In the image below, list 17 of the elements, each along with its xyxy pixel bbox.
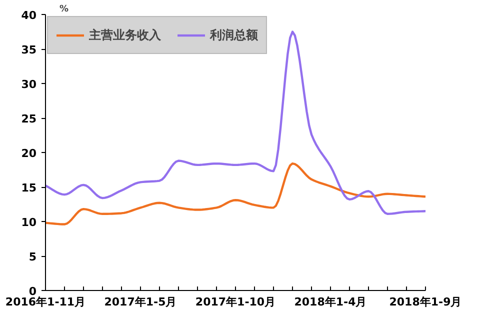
y-axis-title: % <box>60 4 69 14</box>
y-tick-label: 20 <box>21 147 37 160</box>
y-tick-label: 25 <box>21 112 37 126</box>
x-tick-label: 2018年1-4月 <box>294 296 367 308</box>
legend-label: 利润总额 <box>210 26 258 44</box>
x-tick-label: 2016年1-11月 <box>5 296 86 308</box>
y-tick-label: 30 <box>21 78 37 91</box>
y-tick-label: 35 <box>21 44 37 56</box>
x-tick-label: 2017年1-10月 <box>195 296 276 308</box>
y-tick-label: 40 <box>21 9 37 22</box>
y-tick-label: 10 <box>21 216 37 229</box>
y-tick-label: 15 <box>21 182 37 194</box>
legend-label: 主营业务收入 <box>89 26 161 44</box>
y-tick-label: 5 <box>28 250 36 264</box>
x-tick-label: 2017年1-5月 <box>104 296 177 308</box>
y-tick-label: 0 <box>28 285 37 298</box>
x-tick-label: 2018年1-9月 <box>389 296 462 308</box>
